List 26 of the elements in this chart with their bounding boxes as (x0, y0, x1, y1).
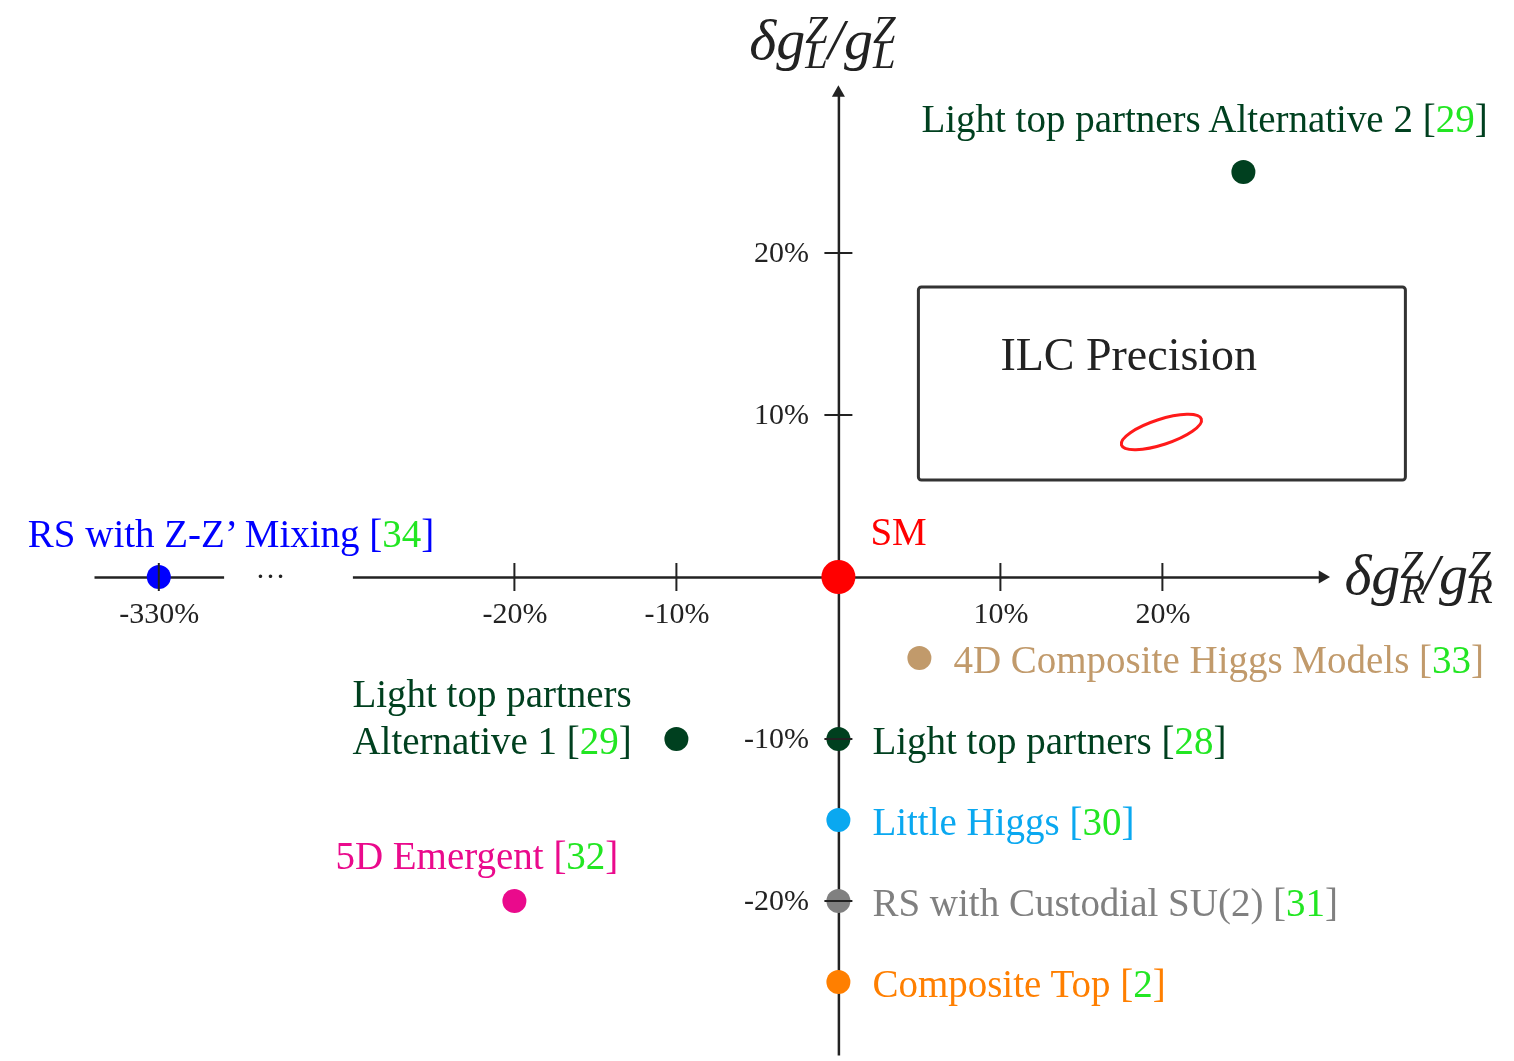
x-tick-label: 10% (973, 596, 1029, 630)
series-label: Light top partners Alternative 2 [29] (921, 97, 1488, 141)
point (826, 970, 851, 994)
series-label: Little Higgs [30] (872, 799, 1135, 844)
point (907, 646, 932, 670)
point (826, 808, 851, 832)
series-label: RS with Custodial SU(2) [31] (872, 880, 1339, 925)
series-label: 5D Emergent [32] (335, 833, 619, 878)
y-tick-label: 10% (753, 397, 809, 431)
point (821, 560, 856, 594)
y-tick-label: 20% (753, 235, 809, 269)
x-tick-label: -10% (644, 596, 710, 630)
point (664, 727, 689, 751)
series-label: Composite Top [2] (872, 961, 1166, 1006)
x-tick-label: -20% (482, 596, 548, 630)
point (502, 889, 527, 913)
series-label: SM (870, 510, 927, 553)
x-tick-label: -330% (119, 596, 200, 630)
y-tick-label: -10% (743, 721, 809, 755)
point (1231, 160, 1256, 184)
series-label: Light top partners Alternative 1 [29] (352, 671, 632, 762)
x-tick-label: 20% (1135, 596, 1191, 630)
series-label: 4D Composite Higgs Models [33] (953, 637, 1485, 682)
annotation: ILC Precision (1000, 329, 1258, 380)
series-label: Light top partners [28] (872, 718, 1227, 763)
y-tick-label: -20% (743, 883, 809, 917)
